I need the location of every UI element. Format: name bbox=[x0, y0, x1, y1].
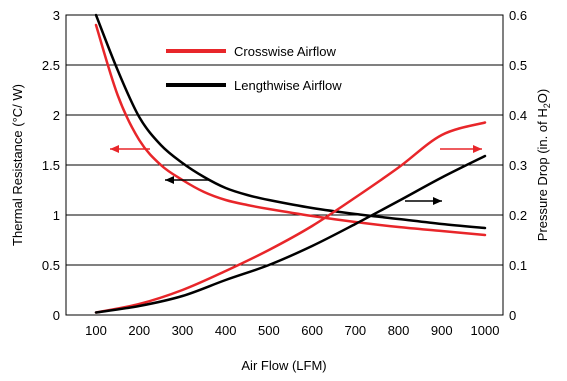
legend-label-lengthwise: Lengthwise Airflow bbox=[234, 78, 342, 93]
x-tick-label: 700 bbox=[344, 323, 366, 338]
y-right-tick-label: 0.4 bbox=[509, 108, 527, 123]
y-left-axis-label: Thermal Resistance (°C/ W) bbox=[10, 84, 25, 246]
arrow-crosswise-left bbox=[110, 145, 150, 153]
series-lines bbox=[94, 13, 487, 314]
y-left-tick-label: 3 bbox=[53, 8, 60, 23]
y-right-tick-label: 0.1 bbox=[509, 258, 527, 273]
arrow-lengthwise-right bbox=[405, 197, 442, 205]
y-right-axis-ticks: 0 0.1 0.2 0.3 0.4 0.5 0.6 bbox=[509, 8, 527, 323]
y-right-tick-label: 0.3 bbox=[509, 158, 527, 173]
arrow-crosswise-right bbox=[440, 145, 482, 153]
x-axis-ticks: 100 200 300 400 500 600 700 800 900 1000 bbox=[85, 323, 499, 338]
x-tick-label: 100 bbox=[85, 323, 107, 338]
y-right-label-subscript: 2 bbox=[542, 103, 552, 108]
series-lengthwise-thermal bbox=[94, 13, 487, 230]
y-left-tick-label: 0 bbox=[53, 308, 60, 323]
y-left-axis-ticks: 0 0.5 1 1.5 2 2.5 3 bbox=[42, 8, 60, 323]
y-right-tick-label: 0 bbox=[509, 308, 516, 323]
y-left-tick-label: 1 bbox=[53, 208, 60, 223]
axis-arrows bbox=[110, 145, 482, 205]
x-tick-label: 400 bbox=[215, 323, 237, 338]
x-tick-label: 1000 bbox=[471, 323, 500, 338]
x-tick-label: 800 bbox=[388, 323, 410, 338]
y-left-tick-label: 2.5 bbox=[42, 58, 60, 73]
y-right-tick-label: 0.2 bbox=[509, 208, 527, 223]
y-right-label-suffix: O) bbox=[535, 89, 550, 103]
x-axis-label: Air Flow (LFM) bbox=[241, 358, 326, 373]
series-crosswise-pressure bbox=[94, 121, 487, 314]
x-tick-label: 600 bbox=[301, 323, 323, 338]
y-right-tick-label: 0.6 bbox=[509, 8, 527, 23]
series-crosswise-thermal bbox=[94, 23, 487, 237]
y-right-axis-label: Pressure Drop (in. of H2O) bbox=[535, 89, 552, 241]
x-tick-label: 300 bbox=[172, 323, 194, 338]
y-right-label-prefix: Pressure Drop (in. of H bbox=[535, 108, 550, 241]
y-right-tick-label: 0.5 bbox=[509, 58, 527, 73]
y-left-tick-label: 1.5 bbox=[42, 158, 60, 173]
y-left-tick-label: 0.5 bbox=[42, 258, 60, 273]
x-tick-label: 500 bbox=[258, 323, 280, 338]
x-tick-label: 900 bbox=[431, 323, 453, 338]
x-tick-label: 200 bbox=[128, 323, 150, 338]
series-lengthwise-pressure bbox=[94, 154, 487, 314]
legend-label-crosswise: Crosswise Airflow bbox=[234, 44, 336, 59]
grid-lines bbox=[66, 64, 503, 266]
y-left-tick-label: 2 bbox=[53, 108, 60, 123]
arrow-lengthwise-left bbox=[165, 176, 210, 184]
legend: Crosswise Airflow Lengthwise Airflow bbox=[166, 44, 342, 93]
